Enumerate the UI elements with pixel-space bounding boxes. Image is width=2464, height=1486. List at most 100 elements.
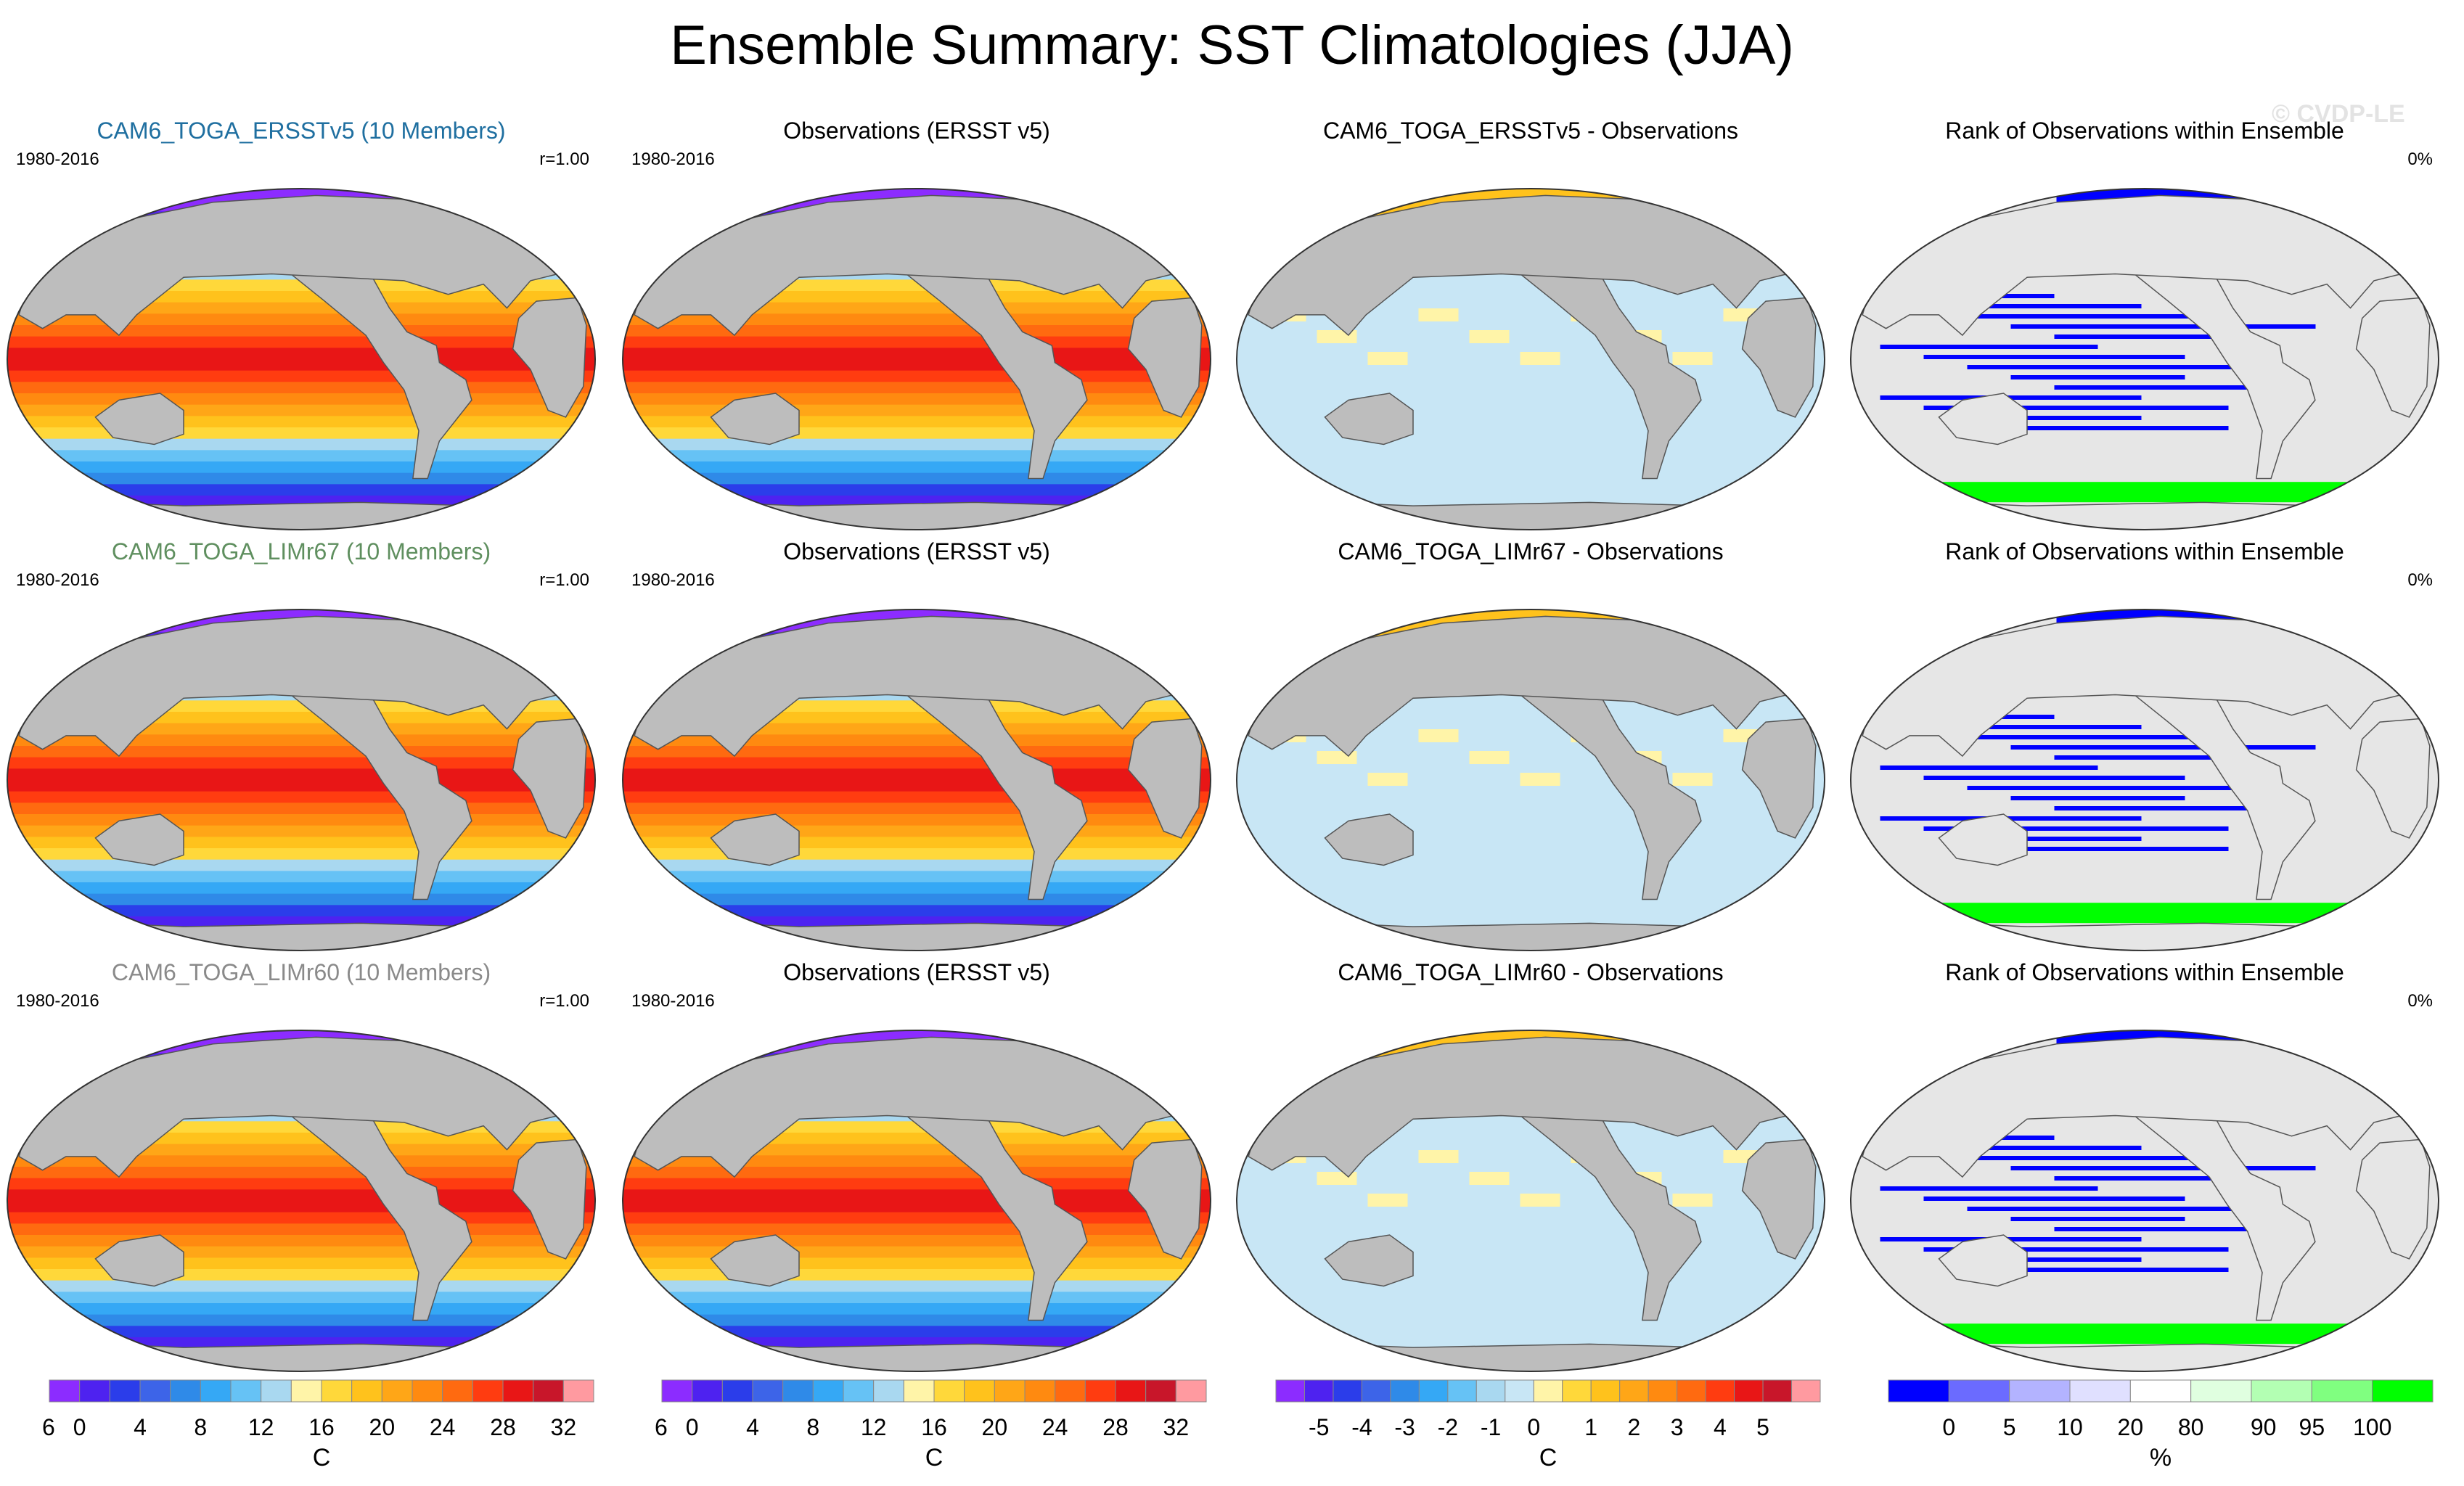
- colorbar-swatch: [2190, 1379, 2252, 1403]
- colorbar-swatch: [109, 1379, 141, 1403]
- colorbar-difference: -5 -4 -3 -2 -1 0 1 2 3 4 5 C: [1269, 1379, 1827, 1484]
- colorbar-tick-label: 80: [2178, 1414, 2204, 1440]
- colorbar-graphic: 0 4 8 12 16 20 24 28 32 36 C: [642, 1379, 1207, 1471]
- colorbar-swatch: [1361, 1379, 1391, 1403]
- map-border: [1850, 1030, 2439, 1372]
- land-mass: [1127, 297, 1203, 418]
- map-border: [622, 1030, 1211, 1372]
- colorbar-tick-label: 16: [308, 1414, 335, 1440]
- world-map: [1236, 188, 1825, 530]
- land-mass: [1938, 393, 2028, 446]
- colorbar-swatch: [1791, 1379, 1821, 1403]
- panel-title: Rank of Observations within Ensemble: [1945, 118, 2344, 144]
- world-map: [7, 188, 596, 530]
- map-panel-rank: Rank of Observations within Ensemble 0%: [1843, 537, 2446, 958]
- world-map: [1850, 188, 2439, 530]
- colorbar-swatch: [1619, 1379, 1649, 1403]
- colorbar-swatch: [562, 1379, 594, 1403]
- world-map: [7, 609, 596, 951]
- colorbar-graphic: 0 5 10 20 80 90 95 100%: [1888, 1379, 2434, 1471]
- colorbar-tick-label: -4: [1351, 1414, 1372, 1440]
- panel-title: CAM6_TOGA_LIMr67 - Observations: [1338, 538, 1724, 565]
- colorbar-swatch: [381, 1379, 413, 1403]
- map-panel-obs: Observations (ERSST v5) 1980-2016: [615, 116, 1218, 537]
- colorbar-swatch: [1024, 1379, 1056, 1403]
- colorbar-swatch: [321, 1379, 353, 1403]
- map-panel-diff: CAM6_TOGA_LIMr60 - Observations: [1229, 958, 1832, 1379]
- colorbar-swatch: [692, 1379, 723, 1403]
- map-border: [7, 609, 596, 951]
- colorbar-swatch: [1084, 1379, 1116, 1403]
- land-mass: [1938, 1234, 2028, 1287]
- land-mass: [1938, 813, 2028, 866]
- colorbar-swatch: [1175, 1379, 1207, 1403]
- colorbar-rank: 0 5 10 20 80 90 95 100%: [1881, 1379, 2440, 1484]
- land-mass: [94, 393, 184, 446]
- colorbar-swatch: [964, 1379, 995, 1403]
- panel-title: Observations (ERSST v5): [783, 959, 1050, 985]
- ocean-field: [1851, 609, 2439, 951]
- land-mass: [512, 297, 587, 418]
- world-map: [622, 188, 1211, 530]
- land-mass: [856, 1067, 1088, 1321]
- map-panel-rank: Rank of Observations within Ensemble 0%: [1843, 116, 2446, 537]
- map-border: [7, 188, 596, 530]
- colorbar-tick-label: 32: [551, 1414, 577, 1440]
- world-map: [1236, 1030, 1825, 1372]
- colorbar-tick-label: 5: [2003, 1414, 2016, 1440]
- land-mass: [94, 1234, 184, 1287]
- colorbar-tick-label: 12: [861, 1414, 887, 1440]
- colorbar-graphic: -5 -4 -3 -2 -1 0 1 2 3 4 5 C: [1275, 1379, 1821, 1471]
- colorbar-swatch: [752, 1379, 784, 1403]
- colorbar-swatch: [1677, 1379, 1706, 1403]
- colorbar-tick-label: 32: [1163, 1414, 1190, 1440]
- land-mass: [512, 1138, 587, 1260]
- land-mass: [1741, 718, 1817, 839]
- colorbar-tick-label: 24: [430, 1414, 456, 1440]
- land-mass: [1248, 615, 1811, 758]
- colorbar-tick-label: 20: [2118, 1414, 2144, 1440]
- world-map: [1850, 609, 2439, 951]
- colorbar-tick-label: 16: [921, 1414, 947, 1440]
- colorbar-swatch: [1648, 1379, 1678, 1403]
- correlation-label: r=1.00: [539, 149, 589, 169]
- world-map: [7, 1030, 596, 1372]
- colorbar-swatch: [412, 1379, 443, 1403]
- colorbar-swatch: [1447, 1379, 1477, 1403]
- world-map: [622, 1030, 1211, 1372]
- panel-title: CAM6_TOGA_LIMr60 (10 Members): [111, 959, 491, 985]
- colorbar-tick-label: -1: [1481, 1414, 1501, 1440]
- colorbar-tick-label: 0: [73, 1414, 86, 1440]
- land-mass: [1127, 718, 1203, 839]
- colorbar-swatch: [721, 1379, 753, 1403]
- map-panel-model: CAM6_TOGA_LIMr60 (10 Members) 1980-2016 r=…: [0, 958, 602, 1379]
- ocean-field: [1851, 189, 2439, 530]
- land-mass: [856, 646, 1088, 900]
- colorbar-tick-label: 4: [134, 1414, 147, 1440]
- colorbar-swatch: [1333, 1379, 1362, 1403]
- land-mass: [1470, 646, 1702, 900]
- colorbar-swatch: [2129, 1379, 2192, 1403]
- period-label: 1980-2016: [16, 149, 99, 169]
- land-mass: [634, 615, 1197, 758]
- panel-title: Rank of Observations within Ensemble: [1945, 538, 2344, 565]
- ocean-field: [7, 1030, 595, 1371]
- colorbar-sst-model: 0 4 8 12 16 20 24 28 32 36 C: [29, 1379, 601, 1484]
- land-mass: [94, 813, 184, 866]
- colorbar-swatch: [1948, 1379, 2010, 1403]
- colorbar-unit-label: C: [1539, 1444, 1558, 1471]
- period-label: 1980-2016: [631, 991, 715, 1011]
- colorbar-swatch: [230, 1379, 262, 1403]
- period-label: 1980-2016: [631, 149, 715, 169]
- colorbar-swatch: [472, 1379, 504, 1403]
- colorbar-swatch: [1055, 1379, 1086, 1403]
- panel-title: Rank of Observations within Ensemble: [1945, 959, 2344, 985]
- land-mass: [1324, 393, 1414, 446]
- land-mass: [18, 1036, 581, 1178]
- land-mass: [710, 1234, 800, 1287]
- colorbar-tick-label: 0: [1942, 1414, 1955, 1440]
- land-mass: [1741, 297, 1817, 418]
- colorbar-swatch: [200, 1379, 232, 1403]
- colorbar-tick-label: 1: [1584, 1414, 1597, 1440]
- colorbar-swatch: [2311, 1379, 2373, 1403]
